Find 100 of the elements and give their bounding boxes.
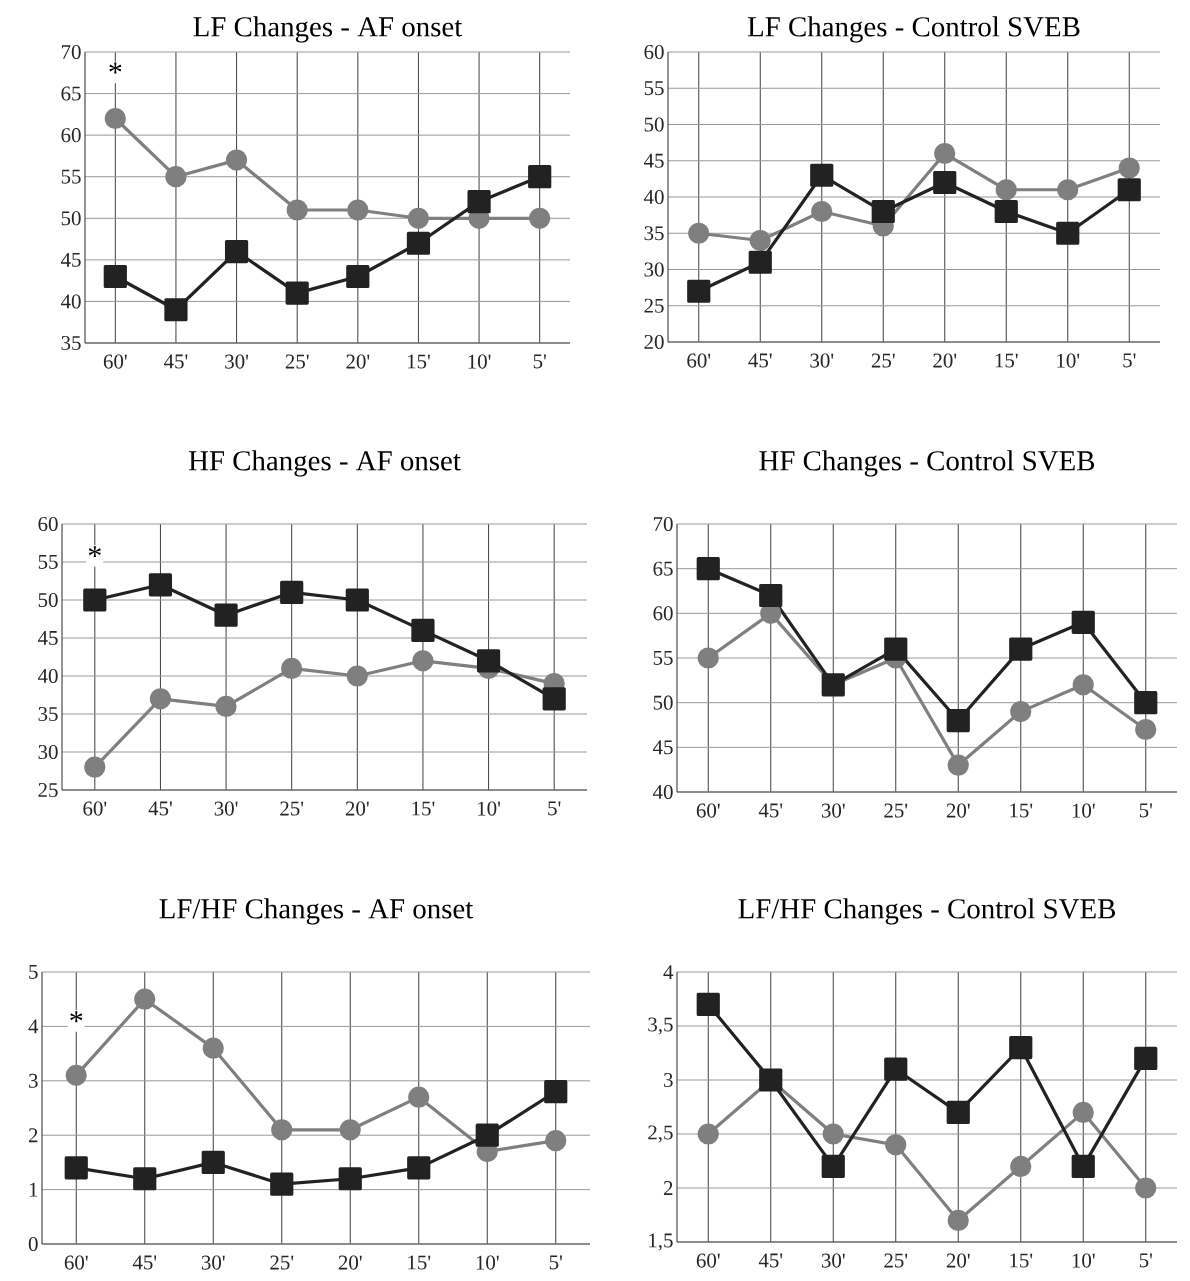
x-tick-label: 30' (821, 1253, 845, 1268)
x-tick-label: 45' (748, 353, 772, 368)
annotation: * (109, 62, 122, 74)
point (1071, 610, 1095, 634)
x-tick-label: 20' (346, 354, 370, 369)
point (1072, 674, 1094, 696)
y-tick-label: 30 (38, 744, 58, 760)
point (871, 199, 895, 224)
y-tick-label: 55 (653, 651, 673, 665)
y-tick-label: 45 (37, 631, 58, 645)
y-tick-label: 4 (28, 1019, 39, 1034)
point (822, 1123, 844, 1145)
point (1135, 1177, 1157, 1199)
point (148, 573, 173, 597)
x-tick-label: 15' (995, 353, 1018, 368)
y-tick-label: 50 (644, 117, 664, 132)
point (1009, 1036, 1033, 1060)
point (201, 1150, 225, 1175)
y-tick-label: 35 (61, 335, 81, 351)
x-tick-label: 10' (1072, 1253, 1095, 1268)
point (224, 239, 249, 264)
point (994, 199, 1018, 224)
point (934, 142, 956, 165)
y-tick-label: 65 (653, 561, 673, 576)
y-tick-label: 60 (61, 128, 81, 143)
point (545, 1130, 567, 1152)
point (947, 754, 969, 776)
point (64, 1156, 88, 1180)
x-tick-label: 20' (946, 803, 970, 818)
point (467, 190, 491, 214)
y-tick-label: 35 (644, 226, 664, 241)
point (529, 207, 551, 229)
point (696, 992, 720, 1017)
x-tick-label: 20' (345, 801, 369, 816)
point (821, 1154, 845, 1179)
y-tick-label: 65 (61, 86, 81, 101)
x-tick-label: 60' (83, 801, 107, 816)
x-tick-label: 10' (476, 1255, 499, 1270)
y-tick-label: 50 (61, 211, 81, 226)
y-tick-label: 50 (653, 695, 673, 710)
y-tick-label: 45 (652, 740, 673, 755)
y-tick-label: 25 (38, 782, 58, 798)
point (286, 199, 308, 221)
point (346, 264, 370, 289)
x-tick-label: 25' (884, 803, 908, 818)
y-tick-label: 3 (29, 1073, 38, 1088)
y-tick-label: 40 (60, 294, 81, 309)
x-tick-label: 45' (148, 801, 172, 816)
point (946, 708, 970, 733)
point (1117, 178, 1141, 202)
y-tick-label: 60 (644, 44, 664, 60)
x-tick-label: 25' (280, 801, 304, 816)
point (544, 1080, 568, 1104)
y-tick-label: 40 (37, 668, 58, 684)
x-tick-label: 30' (810, 353, 834, 368)
point (83, 588, 107, 612)
x-tick-label: 5' (1139, 803, 1152, 818)
point (810, 163, 834, 187)
x-tick-label: 10' (468, 354, 491, 369)
point (407, 207, 430, 229)
point (884, 1057, 908, 1081)
x-tick-label: 45' (758, 803, 783, 818)
y-tick-label: 3 (664, 1072, 673, 1088)
x-tick-label: 15' (408, 1255, 431, 1270)
x-tick-label: 10' (478, 801, 501, 816)
point (759, 583, 783, 608)
y-tick-label: 40 (643, 189, 664, 205)
point (542, 687, 566, 711)
point (164, 298, 188, 322)
x-tick-label: 60' (687, 353, 711, 368)
y-tick-label: 55 (61, 169, 81, 184)
point (345, 588, 369, 612)
point (749, 229, 771, 252)
point (884, 637, 908, 661)
x-tick-label: 5' (548, 801, 561, 816)
point (133, 1167, 157, 1191)
point (885, 1134, 907, 1156)
y-tick-label: 2 (663, 1181, 673, 1195)
point (65, 1064, 87, 1086)
x-tick-label: 30' (214, 801, 238, 816)
point (225, 149, 248, 171)
x-tick-label: 15' (1010, 803, 1033, 818)
y-tick-label: 20 (644, 334, 664, 350)
point (697, 647, 719, 669)
point (406, 231, 431, 255)
x-tick-label: 15' (412, 801, 435, 816)
chart-title: LF Changes - Control SVEB (747, 16, 1080, 43)
y-tick-label: 45 (643, 153, 664, 168)
point (271, 1119, 293, 1141)
y-tick-label: 60 (38, 516, 58, 532)
y-tick-label: 1,5 (649, 1233, 673, 1251)
y-tick-label: 5 (29, 965, 38, 979)
y-tick-label: 25 (644, 298, 664, 313)
point (202, 1037, 224, 1059)
point (165, 166, 187, 188)
point (411, 618, 435, 643)
point (811, 200, 833, 223)
x-tick-label: 60' (696, 803, 720, 818)
x-tick-label: 20' (946, 1253, 970, 1268)
y-tick-label: 70 (653, 516, 673, 532)
